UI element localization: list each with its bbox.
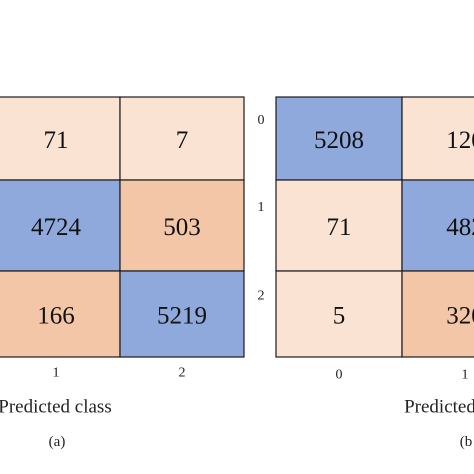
- x-tick-label: 0: [336, 368, 343, 383]
- matrix-cell: [119, 270, 245, 358]
- matrix-cell: [275, 179, 403, 272]
- confusion-matrix-b: 5208 120 71 482 5 320 0 1 0 1 2 Predicted (b: [258, 96, 474, 450]
- cell-value-label: 482: [446, 214, 474, 241]
- cell-value-label: 503: [163, 214, 201, 241]
- cell-value-label: 5208: [314, 127, 364, 154]
- cell-value-label: 120: [446, 127, 474, 154]
- cell-value-label: 166: [37, 303, 75, 330]
- matrix-cell: [119, 96, 245, 181]
- x-tick-label: 1: [462, 368, 469, 383]
- cell-value-label: 5219: [157, 303, 207, 330]
- matrix-cell: [401, 179, 474, 272]
- cell-value-label: 4724: [31, 214, 82, 241]
- cell-value-label: 5: [333, 303, 346, 330]
- matrix-cell: [119, 179, 245, 272]
- matrix-cell: [401, 96, 474, 181]
- cell-value-label: 71: [44, 127, 69, 154]
- x-tick-label: 2: [179, 366, 186, 381]
- panel-caption: (a): [49, 434, 66, 450]
- x-axis-label: Predicted: [404, 397, 474, 418]
- matrix-cell: [401, 270, 474, 358]
- cell-value-label: 7: [176, 127, 189, 154]
- matrix-cell: [275, 270, 403, 358]
- matrix-cell: [275, 96, 403, 181]
- confusion-matrix-a: 71 7 4724 503 166 5219 1 2 Predicted class (a): [0, 96, 245, 450]
- x-axis-label: Predicted class: [0, 397, 112, 418]
- cell-value-label: 320: [446, 303, 474, 330]
- cell-value-label: 71: [327, 214, 352, 241]
- matrix-cell: [0, 96, 121, 181]
- y-tick-label: 2: [258, 289, 265, 304]
- y-tick-label: 0: [258, 113, 265, 128]
- matrix-cell: [0, 179, 121, 272]
- y-tick-label: 1: [258, 200, 265, 215]
- x-tick-label: 1: [53, 366, 60, 381]
- matrix-cell: [0, 270, 121, 358]
- panel-caption: (b: [460, 434, 473, 450]
